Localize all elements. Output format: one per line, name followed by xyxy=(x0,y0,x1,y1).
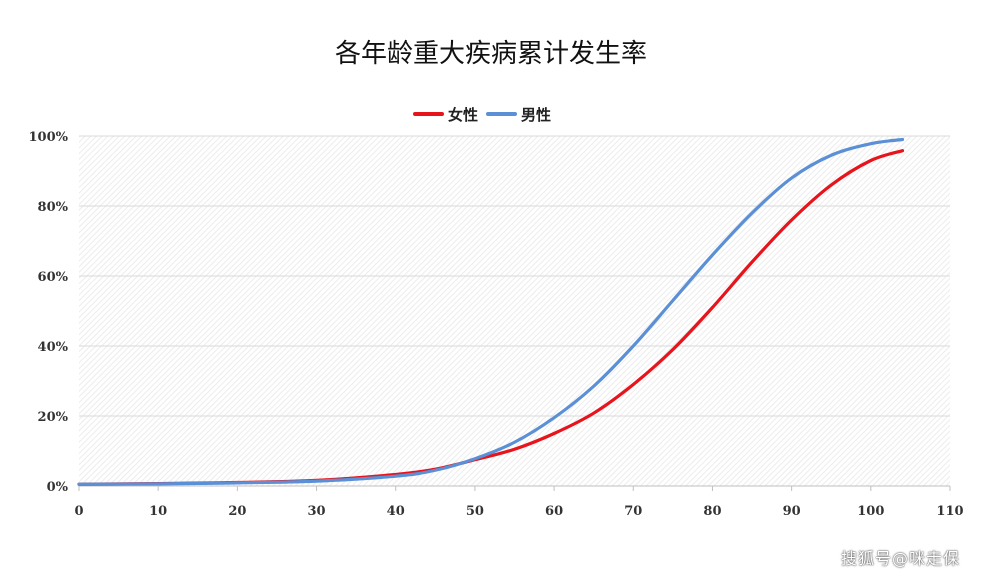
chart-title: 各年龄重大疾病累计发生率 xyxy=(335,39,647,69)
x-tick-label: 20 xyxy=(228,504,246,519)
x-tick-label: 60 xyxy=(545,504,563,519)
series-line-1 xyxy=(77,137,905,486)
gridlines xyxy=(79,135,950,487)
y-tick-label: 100% xyxy=(29,130,69,145)
legend: 女性 男性 xyxy=(413,106,551,124)
x-tick-label: 40 xyxy=(387,504,405,519)
legend-label: 女性 xyxy=(448,106,478,124)
y-tick-label: 60% xyxy=(38,270,69,285)
y-tick-label: 40% xyxy=(38,340,69,355)
x-tick-label: 70 xyxy=(624,504,642,519)
x-tick-label: 50 xyxy=(466,504,484,519)
x-tick-label: 30 xyxy=(307,504,325,519)
watermark: 搜狐号@咪走保 xyxy=(840,549,960,568)
y-axis-ticks: 0% 20% 40% 60% 80% 100% xyxy=(29,130,69,495)
x-tick-label: 80 xyxy=(703,504,721,519)
plot-area xyxy=(79,136,950,486)
x-tick-label: 0 xyxy=(74,504,83,519)
legend-label: 男性 xyxy=(521,106,551,124)
series-lines xyxy=(77,137,905,486)
y-tick-label: 0% xyxy=(47,480,69,495)
x-tick-label: 110 xyxy=(936,504,963,519)
x-tick-label: 100 xyxy=(857,504,884,519)
x-axis-ticks: 0 10 20 30 40 50 60 70 80 90 100 110 xyxy=(74,486,964,519)
y-tick-label: 80% xyxy=(38,200,69,215)
x-tick-label: 90 xyxy=(783,504,801,519)
y-tick-label: 20% xyxy=(38,410,69,425)
x-tick-label: 10 xyxy=(149,504,167,519)
